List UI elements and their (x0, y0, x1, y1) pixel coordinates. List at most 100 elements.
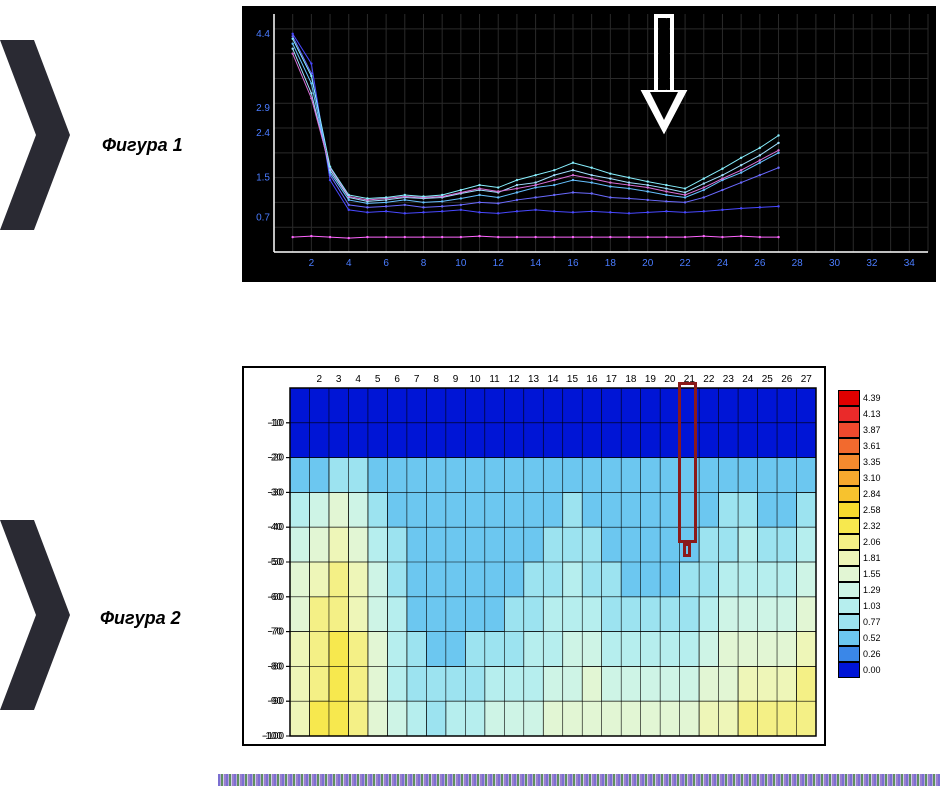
svg-text:-40: -40 (268, 522, 283, 533)
legend-row: 1.03 (838, 598, 892, 614)
legend-row: 0.77 (838, 614, 892, 630)
svg-text:8: 8 (421, 258, 427, 269)
legend-value: 0.52 (863, 633, 881, 643)
noise-bar (218, 774, 940, 786)
legend-swatch (838, 630, 860, 646)
svg-text:-30: -30 (268, 487, 283, 498)
legend-value: 3.35 (863, 457, 881, 467)
svg-text:-60: -60 (268, 592, 283, 603)
svg-text:22: 22 (703, 374, 715, 385)
svg-text:-20: -20 (268, 453, 283, 464)
svg-text:-80: -80 (268, 661, 283, 672)
svg-text:20: 20 (664, 374, 676, 385)
svg-text:17: 17 (606, 374, 618, 385)
legend-swatch (838, 566, 860, 582)
svg-text:32: 32 (866, 258, 878, 269)
legend-swatch (838, 598, 860, 614)
legend-swatch (838, 550, 860, 566)
legend-value: 0.00 (863, 665, 881, 675)
svg-text:20: 20 (642, 258, 654, 269)
line-chart: 0.71.52.42.94.42468101214161820222426283… (242, 6, 936, 282)
legend-row: 3.10 (838, 470, 892, 486)
svg-text:25: 25 (762, 374, 774, 385)
legend-value: 1.03 (863, 601, 881, 611)
decor-arrow-2 (0, 520, 80, 720)
heatmap-callout-tip (683, 543, 691, 557)
svg-text:-90: -90 (268, 696, 283, 707)
svg-text:34: 34 (904, 258, 916, 269)
svg-text:4: 4 (355, 374, 361, 385)
svg-text:-100: -100 (262, 731, 282, 742)
legend-row: 1.81 (838, 550, 892, 566)
svg-text:10: 10 (470, 374, 482, 385)
svg-text:13: 13 (528, 374, 540, 385)
svg-text:0.7: 0.7 (256, 212, 270, 223)
legend-value: 2.58 (863, 505, 881, 515)
svg-text:14: 14 (547, 374, 559, 385)
svg-text:-10: -10 (268, 418, 283, 429)
legend-value: 2.84 (863, 489, 881, 499)
legend-swatch (838, 518, 860, 534)
svg-text:12: 12 (508, 374, 520, 385)
svg-text:14: 14 (530, 258, 542, 269)
legend-row: 3.87 (838, 422, 892, 438)
svg-text:18: 18 (625, 374, 637, 385)
legend-value: 2.06 (863, 537, 881, 547)
legend-value: 3.87 (863, 425, 881, 435)
svg-text:2: 2 (309, 258, 315, 269)
svg-text:4: 4 (346, 258, 352, 269)
svg-text:30: 30 (829, 258, 841, 269)
svg-text:-50: -50 (268, 557, 283, 568)
legend-row: 1.29 (838, 582, 892, 598)
svg-text:-70: -70 (268, 627, 283, 638)
legend-swatch (838, 502, 860, 518)
svg-text:7: 7 (414, 374, 420, 385)
svg-text:12: 12 (493, 258, 505, 269)
legend-swatch (838, 438, 860, 454)
svg-text:2.9: 2.9 (256, 103, 270, 114)
legend-swatch (838, 486, 860, 502)
legend-swatch (838, 470, 860, 486)
svg-text:10: 10 (455, 258, 467, 269)
svg-text:28: 28 (792, 258, 804, 269)
legend-value: 1.55 (863, 569, 881, 579)
svg-text:23: 23 (723, 374, 735, 385)
svg-text:3: 3 (336, 374, 342, 385)
svg-text:5: 5 (375, 374, 381, 385)
legend-row: 0.52 (838, 630, 892, 646)
legend-swatch (838, 614, 860, 630)
svg-text:22: 22 (680, 258, 692, 269)
svg-text:4.4: 4.4 (256, 29, 270, 40)
svg-text:1.5: 1.5 (256, 173, 270, 184)
legend-swatch (838, 646, 860, 662)
heatmap-chart: 2345678910111213141516171819202122232425… (242, 366, 826, 746)
legend-swatch (838, 390, 860, 406)
legend-row: 1.55 (838, 566, 892, 582)
svg-text:24: 24 (742, 374, 754, 385)
svg-text:26: 26 (754, 258, 766, 269)
legend-value: 4.13 (863, 409, 881, 419)
svg-text:27: 27 (801, 374, 813, 385)
svg-text:24: 24 (717, 258, 729, 269)
svg-text:2: 2 (316, 374, 322, 385)
legend-value: 4.39 (863, 393, 881, 403)
svg-text:15: 15 (567, 374, 579, 385)
svg-text:26: 26 (781, 374, 793, 385)
legend-row: 2.32 (838, 518, 892, 534)
figure-1-label: Фигура 1 (102, 135, 183, 156)
legend-value: 1.29 (863, 585, 881, 595)
legend-swatch (838, 582, 860, 598)
legend-swatch (838, 422, 860, 438)
figure-2-label: Фигура 2 (100, 608, 181, 629)
legend-value: 3.10 (863, 473, 881, 483)
legend-swatch (838, 662, 860, 678)
legend-value: 0.26 (863, 649, 881, 659)
legend-value: 0.77 (863, 617, 881, 627)
svg-text:18: 18 (605, 258, 617, 269)
legend-swatch (838, 534, 860, 550)
svg-text:11: 11 (489, 374, 500, 385)
heatmap-legend: 4.394.133.873.613.353.102.842.582.322.06… (838, 390, 892, 678)
legend-row: 4.39 (838, 390, 892, 406)
decor-arrow-1 (0, 40, 80, 240)
legend-swatch (838, 454, 860, 470)
